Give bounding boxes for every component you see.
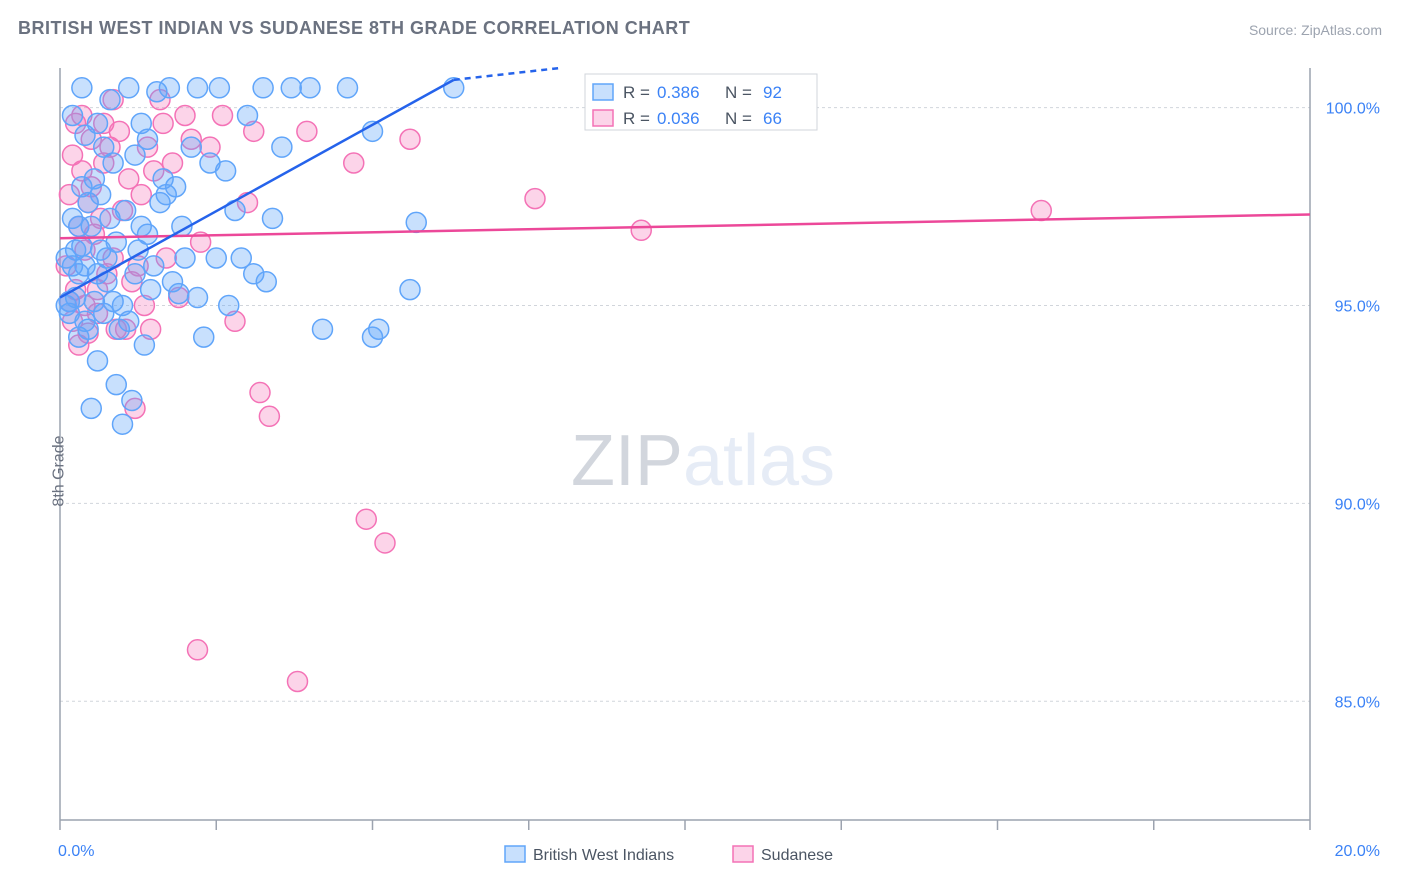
data-point bbox=[134, 335, 154, 355]
data-point bbox=[138, 129, 158, 149]
data-point bbox=[109, 121, 129, 141]
data-point bbox=[81, 398, 101, 418]
data-point bbox=[169, 284, 189, 304]
legend-n-label: N = bbox=[725, 83, 752, 102]
data-point bbox=[119, 311, 139, 331]
legend-swatch bbox=[593, 84, 613, 100]
data-point bbox=[375, 533, 395, 553]
data-point bbox=[106, 375, 126, 395]
legend-box bbox=[585, 74, 817, 130]
data-point bbox=[288, 671, 308, 691]
data-point bbox=[122, 390, 142, 410]
data-point bbox=[188, 78, 208, 98]
bottom-legend-swatch bbox=[733, 846, 753, 862]
data-point bbox=[400, 280, 420, 300]
data-point bbox=[250, 383, 270, 403]
data-point bbox=[313, 319, 333, 339]
data-point bbox=[103, 153, 123, 173]
y-tick-label: 90.0% bbox=[1335, 496, 1380, 513]
data-point bbox=[119, 78, 139, 98]
legend-r-label: R = bbox=[623, 109, 650, 128]
data-point bbox=[194, 327, 214, 347]
data-point bbox=[166, 177, 186, 197]
data-point bbox=[141, 280, 161, 300]
data-point bbox=[88, 113, 108, 133]
data-point bbox=[369, 319, 389, 339]
data-point bbox=[188, 288, 208, 308]
y-tick-label: 85.0% bbox=[1335, 694, 1380, 711]
y-tick-label: 100.0% bbox=[1326, 101, 1380, 118]
data-point bbox=[188, 640, 208, 660]
x-tick-label: 20.0% bbox=[1335, 843, 1380, 860]
data-point bbox=[525, 189, 545, 209]
bottom-legend-label: Sudanese bbox=[761, 847, 833, 864]
data-point bbox=[175, 105, 195, 125]
data-point bbox=[281, 78, 301, 98]
data-point bbox=[88, 351, 108, 371]
data-point bbox=[144, 256, 164, 276]
legend-r-value: 0.036 bbox=[657, 109, 700, 128]
chart-container: 8th Grade 85.0% 90.0% 95.0% 100.0% 0.0% 20.0%… bbox=[10, 60, 1396, 882]
data-point bbox=[131, 185, 151, 205]
data-point bbox=[400, 129, 420, 149]
data-point bbox=[78, 319, 98, 339]
data-point bbox=[344, 153, 364, 173]
data-point bbox=[213, 105, 233, 125]
data-point bbox=[113, 414, 133, 434]
data-point bbox=[406, 212, 426, 232]
source-attribution: Source: ZipAtlas.com bbox=[1249, 22, 1382, 38]
legend-r-value: 0.386 bbox=[657, 83, 700, 102]
data-point bbox=[153, 113, 173, 133]
data-point bbox=[116, 200, 136, 220]
data-point bbox=[81, 216, 101, 236]
bottom-legend-label: British West Indians bbox=[533, 847, 674, 864]
legend-n-label: N = bbox=[725, 109, 752, 128]
trend-line bbox=[60, 214, 1310, 238]
legend-r-label: R = bbox=[623, 83, 650, 102]
chart-title: BRITISH WEST INDIAN VS SUDANESE 8TH GRAD… bbox=[18, 18, 690, 39]
y-axis-label: 8th Grade bbox=[51, 435, 69, 506]
data-point bbox=[72, 78, 92, 98]
data-point bbox=[175, 248, 195, 268]
data-point bbox=[100, 90, 120, 110]
data-point bbox=[259, 406, 279, 426]
data-point bbox=[263, 208, 283, 228]
legend-swatch bbox=[593, 110, 613, 126]
legend-n-value: 66 bbox=[763, 109, 782, 128]
x-tick-label: 0.0% bbox=[58, 843, 94, 860]
data-point bbox=[138, 224, 158, 244]
data-point bbox=[216, 161, 236, 181]
y-tick-label: 95.0% bbox=[1335, 298, 1380, 315]
bottom-legend-swatch bbox=[505, 846, 525, 862]
data-point bbox=[300, 78, 320, 98]
data-point bbox=[338, 78, 358, 98]
data-point bbox=[219, 295, 239, 315]
data-point bbox=[209, 78, 229, 98]
scatter-chart: 85.0% 90.0% 95.0% 100.0% 0.0% 20.0% R = 0.386 N … bbox=[10, 60, 1396, 882]
data-point bbox=[66, 288, 86, 308]
data-point bbox=[206, 248, 226, 268]
data-point bbox=[1031, 200, 1051, 220]
data-point bbox=[297, 121, 317, 141]
data-point bbox=[356, 509, 376, 529]
data-point bbox=[91, 185, 111, 205]
data-point bbox=[125, 264, 145, 284]
legend-n-value: 92 bbox=[763, 83, 782, 102]
data-point bbox=[181, 137, 201, 157]
data-point bbox=[256, 272, 276, 292]
data-point bbox=[159, 78, 179, 98]
data-point bbox=[63, 105, 83, 125]
data-point bbox=[631, 220, 651, 240]
data-point bbox=[238, 105, 258, 125]
data-point bbox=[106, 232, 126, 252]
data-point bbox=[253, 78, 273, 98]
trend-line-extension bbox=[454, 68, 560, 80]
data-point bbox=[272, 137, 292, 157]
